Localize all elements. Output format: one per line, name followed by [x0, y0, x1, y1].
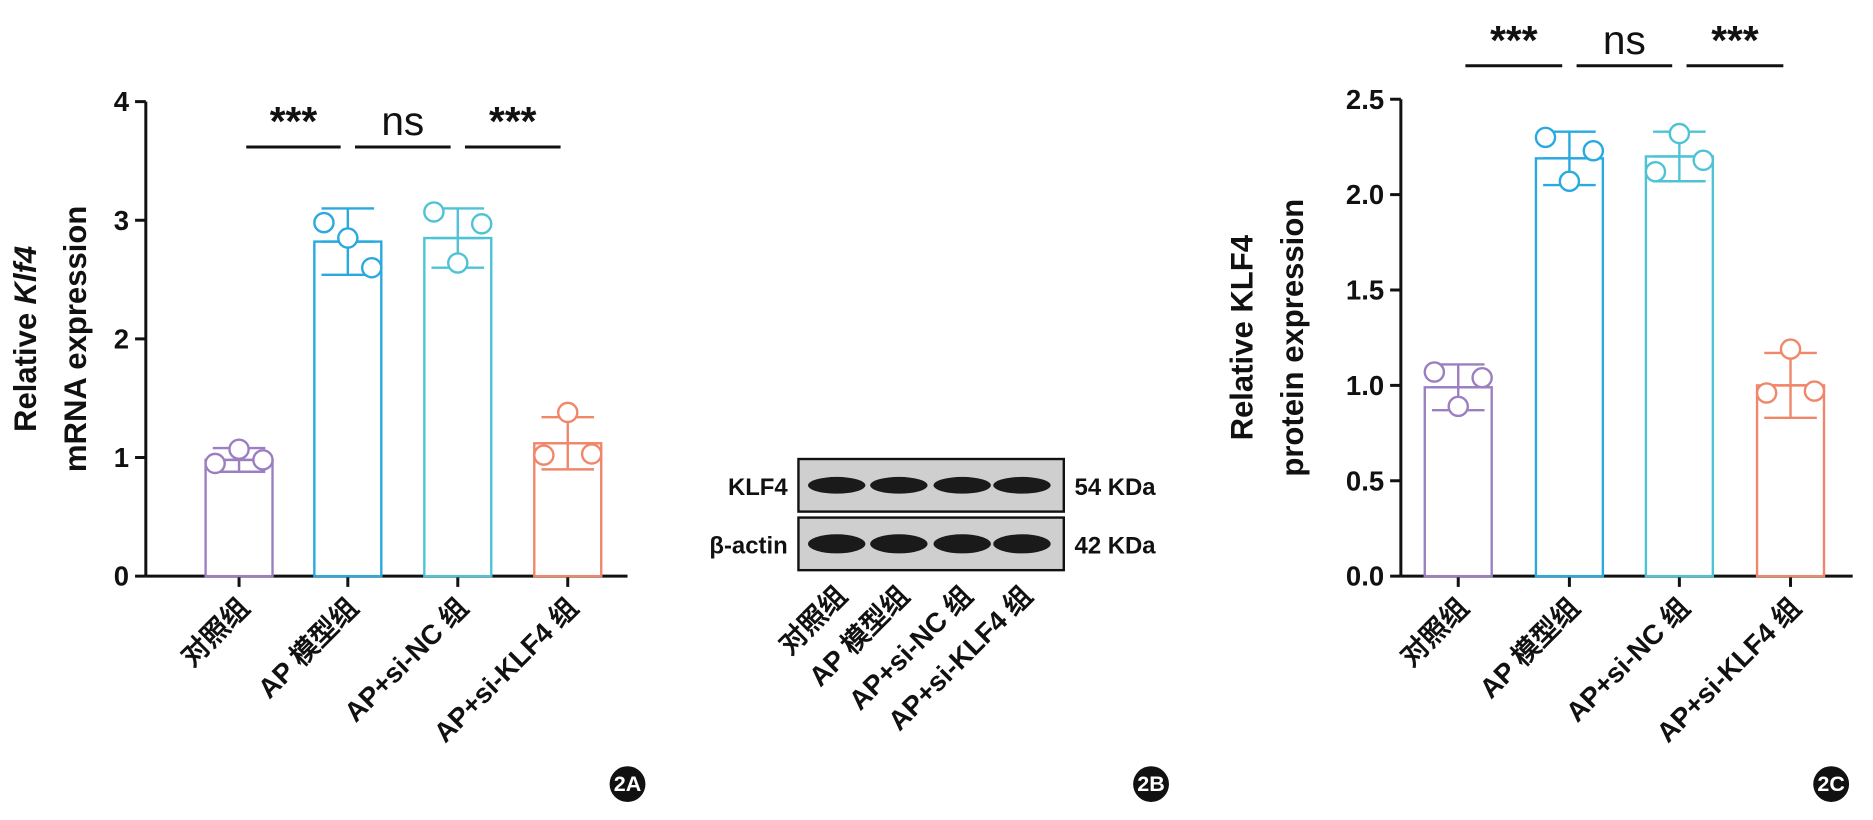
blot-row-label: KLF4: [728, 474, 788, 501]
significance-label: ***: [489, 98, 537, 144]
data-point: [533, 444, 555, 466]
data-point: [1447, 395, 1469, 418]
blot-band: [870, 534, 928, 554]
data-point: [204, 452, 226, 475]
significance-label: ***: [1711, 17, 1759, 63]
y-tick-label: 3: [114, 205, 129, 236]
data-point: [1582, 139, 1605, 162]
data-point: [1534, 126, 1557, 149]
panel-label: 2A: [614, 772, 641, 796]
blot-band: [933, 476, 991, 494]
data-point: [337, 227, 359, 249]
y-tick-label: 0.0: [1346, 561, 1384, 592]
blot-band: [808, 534, 866, 554]
y-axis-title: Relative KLF4: [1225, 234, 1260, 440]
data-point: [1644, 160, 1667, 183]
y-axis-title: mRNA expression: [58, 206, 93, 472]
blot-band: [993, 534, 1051, 554]
panel-label: 2B: [1137, 772, 1164, 796]
y-tick-label: 2.5: [1346, 84, 1384, 115]
data-point: [313, 211, 335, 234]
blot-band: [870, 476, 928, 494]
data-point: [1803, 380, 1826, 402]
y-tick-label: 2: [114, 323, 129, 354]
data-point: [1471, 366, 1493, 389]
y-axis-title: Relative Klf4: [8, 246, 43, 432]
blot-size-label: 54 KDa: [1075, 474, 1157, 501]
y-tick-label: 2.0: [1346, 179, 1384, 210]
blot-band: [933, 534, 991, 554]
data-point: [252, 449, 274, 471]
data-point: [1423, 361, 1446, 383]
data-point: [556, 401, 579, 424]
x-tick-label: 对照组: [1394, 592, 1474, 672]
data-point: [1558, 170, 1581, 193]
y-axis-title-gene: Klf4: [8, 246, 43, 305]
blot-band: [993, 476, 1051, 494]
y-tick-label: 0.5: [1346, 465, 1384, 496]
data-point: [423, 201, 445, 223]
bar: [1644, 155, 1715, 578]
significance-label: ns: [1603, 17, 1646, 63]
bar: [423, 236, 493, 578]
error-bar: [1543, 130, 1596, 187]
x-tick-label: AP 模型组: [252, 592, 364, 704]
y-axis-title-text: Relative KLF4: [1225, 234, 1260, 440]
panel-badge: [1813, 766, 1850, 803]
y-tick-label: 4: [114, 86, 130, 117]
panel-badge: [1133, 766, 1169, 803]
data-point: [228, 438, 250, 460]
significance-label: ***: [270, 98, 318, 144]
data-point: [1692, 149, 1715, 172]
y-tick-label: 1.5: [1346, 275, 1384, 306]
data-point: [1779, 338, 1802, 360]
y-tick-label: 1: [114, 442, 129, 473]
blot-size-label: 42 KDa: [1075, 532, 1157, 559]
data-point: [1668, 122, 1691, 145]
blot-row-label: β-actin: [709, 532, 787, 559]
error-bar: [1431, 363, 1485, 412]
error-bar: [431, 207, 485, 269]
data-point: [447, 252, 469, 274]
blot-band: [808, 476, 866, 494]
y-tick-label: 0: [114, 561, 129, 592]
data-point: [360, 256, 383, 279]
panel-badge: [609, 766, 646, 803]
y-axis-title-text: Relative: [8, 313, 43, 432]
significance-label: ***: [1490, 17, 1538, 63]
significance-label: ns: [381, 98, 424, 144]
y-axis-title: protein expression: [1275, 199, 1310, 477]
data-point: [470, 213, 493, 235]
data-point: [1755, 382, 1778, 404]
bar: [204, 458, 274, 578]
bar: [1423, 386, 1493, 578]
data-point: [580, 443, 603, 465]
bar: [1534, 157, 1605, 578]
y-tick-label: 1.0: [1346, 370, 1384, 401]
panel-label: 2C: [1817, 772, 1844, 796]
x-tick-label: 对照组: [175, 592, 255, 672]
x-tick-label: AP 模型组: [1473, 592, 1585, 704]
bar: [313, 240, 383, 578]
